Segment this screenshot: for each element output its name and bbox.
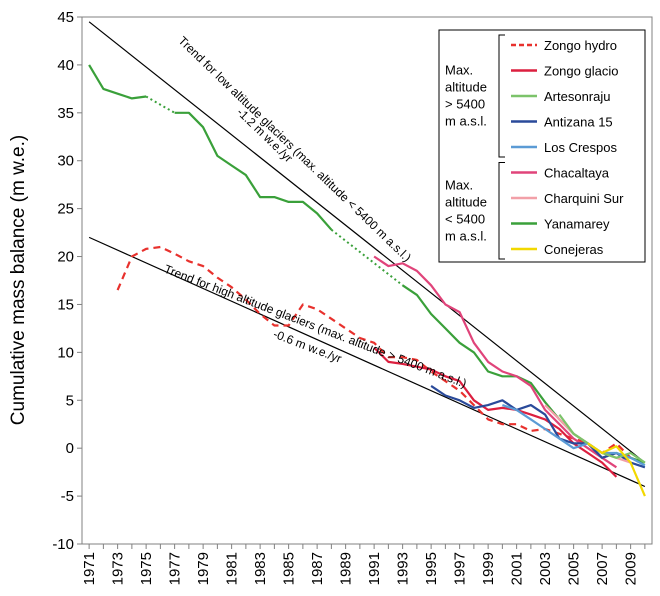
plot-frame — [81, 16, 653, 545]
legend-group-label: > 5400 — [445, 97, 485, 112]
y-tick-label: 40 — [57, 57, 74, 74]
legend-group-label: Max. — [445, 177, 473, 192]
x-tick-label: 1987 — [309, 552, 326, 585]
x-tick-label: 1997 — [452, 552, 469, 585]
legend-label-artesonraju: Artesonraju — [544, 89, 610, 104]
x-tick-label: 1999 — [480, 552, 497, 585]
y-tick-label: -5 — [61, 488, 74, 505]
y-tick-label: 20 — [57, 249, 74, 266]
x-tick-label: 1973 — [110, 552, 127, 585]
legend-label-yanamarey: Yanamarey — [544, 217, 610, 232]
y-tick-label: 30 — [57, 153, 74, 170]
y-tick-label: 15 — [57, 296, 74, 313]
x-tick-label: 1989 — [338, 552, 355, 585]
y-tick-label: 45 — [57, 9, 74, 26]
legend: Max. altitude > 5400 m a.s.l. Max. altitude < … — [438, 29, 646, 263]
legend-label-antizana-15: Antizana 15 — [544, 115, 613, 130]
x-tick-label: 2003 — [537, 552, 554, 585]
trend-line — [88, 21, 646, 464]
legend-box — [438, 29, 646, 263]
legend-group-label: m a.s.l. — [445, 114, 487, 129]
y-axis-title: Cumulative mass balance (m w.e.) — [8, 135, 29, 425]
x-tick-label: 2001 — [509, 552, 526, 585]
legend-label-los-crespos: Los Crespos — [544, 140, 617, 155]
y-tick-label: 0 — [66, 440, 74, 457]
x-tick-label: 1977 — [167, 552, 184, 585]
x-tick-label: 1993 — [395, 552, 412, 585]
series-line-chacaltaya — [373, 255, 618, 469]
legend-bracket — [498, 162, 505, 260]
legend-bracket — [498, 34, 505, 158]
trend-high-label: Trend for high altitude glaciers (max. a… — [162, 262, 468, 391]
legend-group-label: Max. — [445, 63, 473, 78]
x-tick-label: 1971 — [81, 552, 98, 585]
x-tick-label: 1979 — [195, 552, 212, 585]
x-tick-label: 1983 — [252, 552, 269, 585]
trend-low-label: Trend for low altitude glaciers (max. al… — [176, 34, 414, 265]
y-tick-label: 10 — [57, 344, 74, 361]
x-tick-label: 1981 — [224, 552, 241, 585]
series-line-yanamarey — [88, 64, 333, 231]
series-gap-dotted — [145, 95, 176, 114]
trend-line — [88, 236, 646, 488]
legend-group-label: m a.s.l. — [445, 228, 487, 243]
x-tick-label: 1991 — [366, 552, 383, 585]
y-tick-label: -10 — [52, 536, 74, 553]
series-line-zongo-glacio — [373, 346, 618, 478]
data-series — [88, 64, 646, 497]
y-tick-label: 25 — [57, 201, 74, 218]
x-tick-label: 1995 — [423, 552, 440, 585]
legend-label-zongo-glacio: Zongo glacio — [544, 64, 618, 79]
x-tick-label: 2007 — [594, 552, 611, 585]
y-tick-label: 35 — [57, 105, 74, 122]
series-line-conejeras — [587, 442, 646, 497]
series-line-los-crespos — [502, 404, 646, 467]
x-tick-label: 1985 — [281, 552, 298, 585]
x-tick-label: 2005 — [566, 552, 583, 585]
legend-label-chacaltaya: Chacaltaya — [544, 166, 610, 181]
series-gap-dotted — [330, 228, 404, 287]
x-tick-label: 1975 — [138, 552, 155, 585]
trend-lines — [88, 21, 646, 488]
legend-label-conejeras: Conejeras — [544, 242, 604, 257]
legend-group-label: < 5400 — [445, 211, 485, 226]
legend-group-label: altitude — [445, 80, 487, 95]
legend-label-zongo-hydro: Zongo hydro — [544, 38, 617, 53]
y-tick-label: 5 — [66, 392, 74, 409]
axes: -10 -5 0 5 10 15 20 25 30 35 40 45 1971 1973 1975 1977 1… — [52, 9, 646, 585]
legend-label-charquini-sur: Charquini Sur — [544, 191, 624, 206]
x-tick-label: 2009 — [623, 552, 640, 585]
legend-group-label: altitude — [445, 194, 487, 209]
